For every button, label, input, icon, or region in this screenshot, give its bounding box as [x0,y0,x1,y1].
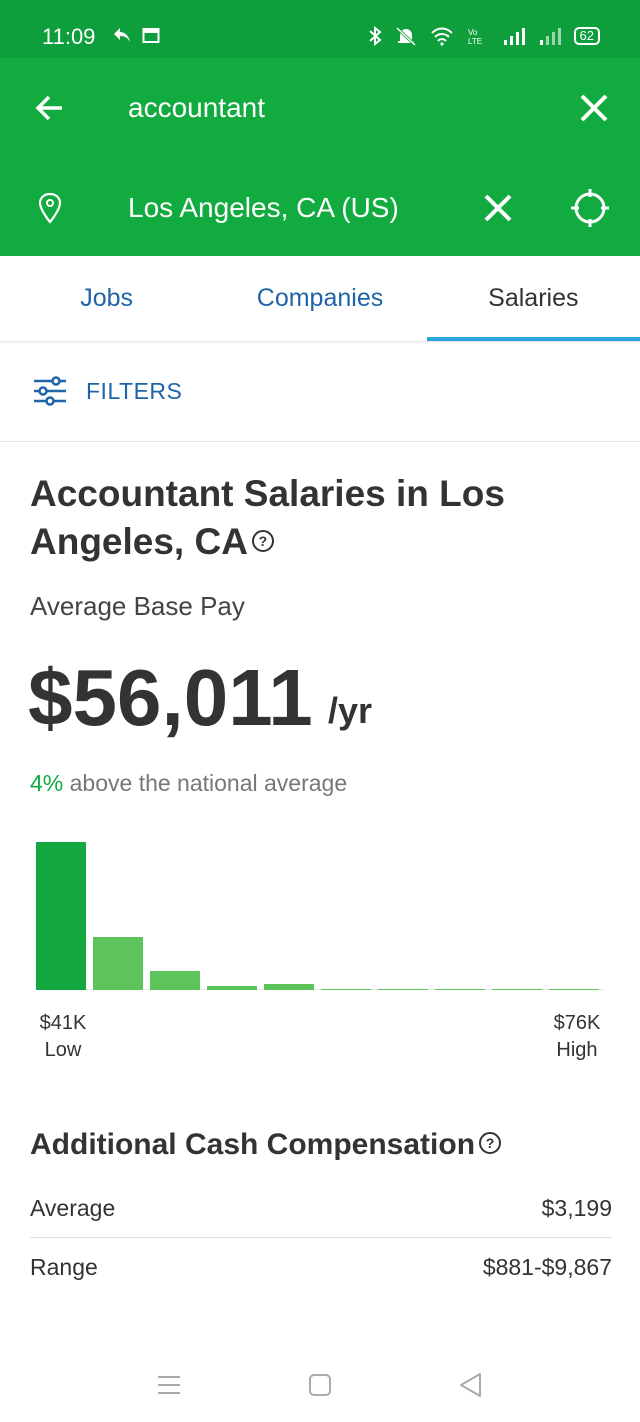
histogram-bar [264,984,314,990]
additional-comp-title-text: Additional Cash Compensation [30,1128,476,1161]
query-row: accountant [0,58,640,158]
home-icon[interactable] [305,1370,335,1400]
wifi-icon [430,27,453,46]
close-icon [580,94,608,122]
comparison-text: above the national average [69,770,348,796]
battery-indicator: 62 [573,27,600,45]
histogram-bar [492,989,542,990]
range-low: $41K Low [38,1010,88,1064]
salary-unit: /yr [328,690,373,731]
search-query-input[interactable]: accountant [128,92,265,123]
location-pin-icon [38,192,62,224]
crosshair-icon [571,189,609,227]
location-row: Los Angeles, CA (US) [0,158,640,258]
reply-icon [114,28,130,42]
svg-text:LTE: LTE [468,37,482,46]
average-value: $3,199 [541,1195,612,1221]
mute-icon [395,26,416,46]
bluetooth-icon [368,26,382,46]
tab-salaries[interactable]: Salaries [426,256,640,341]
additional-comp-average-row: Average $3,199 [30,1180,612,1238]
average-base-pay-label: Average Base Pay [30,591,245,621]
comparison-percent: 4% [30,770,64,796]
back-triangle-icon[interactable] [456,1370,486,1400]
histogram-bar [378,989,428,990]
location-input[interactable]: Los Angeles, CA (US) [128,192,399,223]
menu-icon[interactable] [154,1370,184,1400]
help-icon[interactable]: ? [479,1132,502,1155]
range-low-value: $41K [39,1012,87,1034]
tab-companies[interactable]: Companies [256,284,384,312]
tab-jobs[interactable]: Jobs [80,284,134,312]
average-label: Average [30,1195,116,1221]
histogram-bar [207,986,257,990]
system-nav-bar [0,1350,640,1422]
range-high: $76K High [552,1010,602,1064]
back-button[interactable] [32,90,68,126]
histogram-bar [150,971,200,990]
histogram-bar [435,989,485,990]
status-time: 11:09 [42,24,96,49]
current-location-button[interactable] [570,188,610,228]
location-pin [32,190,68,226]
signal-weak-icon [539,28,561,45]
calendar-icon [142,28,160,43]
histogram-bar [36,842,86,990]
filters-label[interactable]: FILTERS [86,378,183,404]
page-title: Accountant Salaries in Los Angeles, CA? [30,470,590,566]
search-header: accountant Los Angeles, CA (US) [0,58,640,256]
range-low-label: Low [44,1039,82,1061]
salary-distribution-chart [36,830,604,990]
back-arrow-icon [35,95,62,121]
histogram-bar [93,937,143,990]
help-icon[interactable]: ? [251,530,274,553]
svg-text:Vo: Vo [468,28,478,37]
status-notification-icons [112,26,160,44]
salary-amount: $56,011 [28,653,313,742]
filters-bar[interactable]: FILTERS [0,342,640,442]
clear-location-button[interactable] [480,190,516,226]
histogram-bar [549,989,599,990]
clear-query-button[interactable] [576,90,612,126]
range-high-value: $76K [553,1012,601,1034]
histogram-bar [321,989,371,990]
additional-comp-range-row: Range $881-$9,867 [30,1238,612,1296]
filter-sliders-icon [34,376,66,406]
page-title-text: Accountant Salaries in Los Angeles, CA [30,473,505,562]
close-icon [484,194,512,222]
range-value: $881-$9,867 [482,1253,612,1280]
chart-baseline [36,989,604,990]
status-system-icons: Vo LTE 62 [368,26,600,46]
additional-comp-title: Additional Cash Compensation? [30,1128,502,1162]
national-comparison: 4% above the national average [30,770,347,797]
status-bar: 11:09 Vo LTE 62 [0,0,640,58]
signal-icon [503,28,525,45]
range-high-label: High [556,1039,598,1061]
range-label: Range [30,1253,98,1280]
results-tabs: Jobs Companies Salaries [0,256,640,342]
